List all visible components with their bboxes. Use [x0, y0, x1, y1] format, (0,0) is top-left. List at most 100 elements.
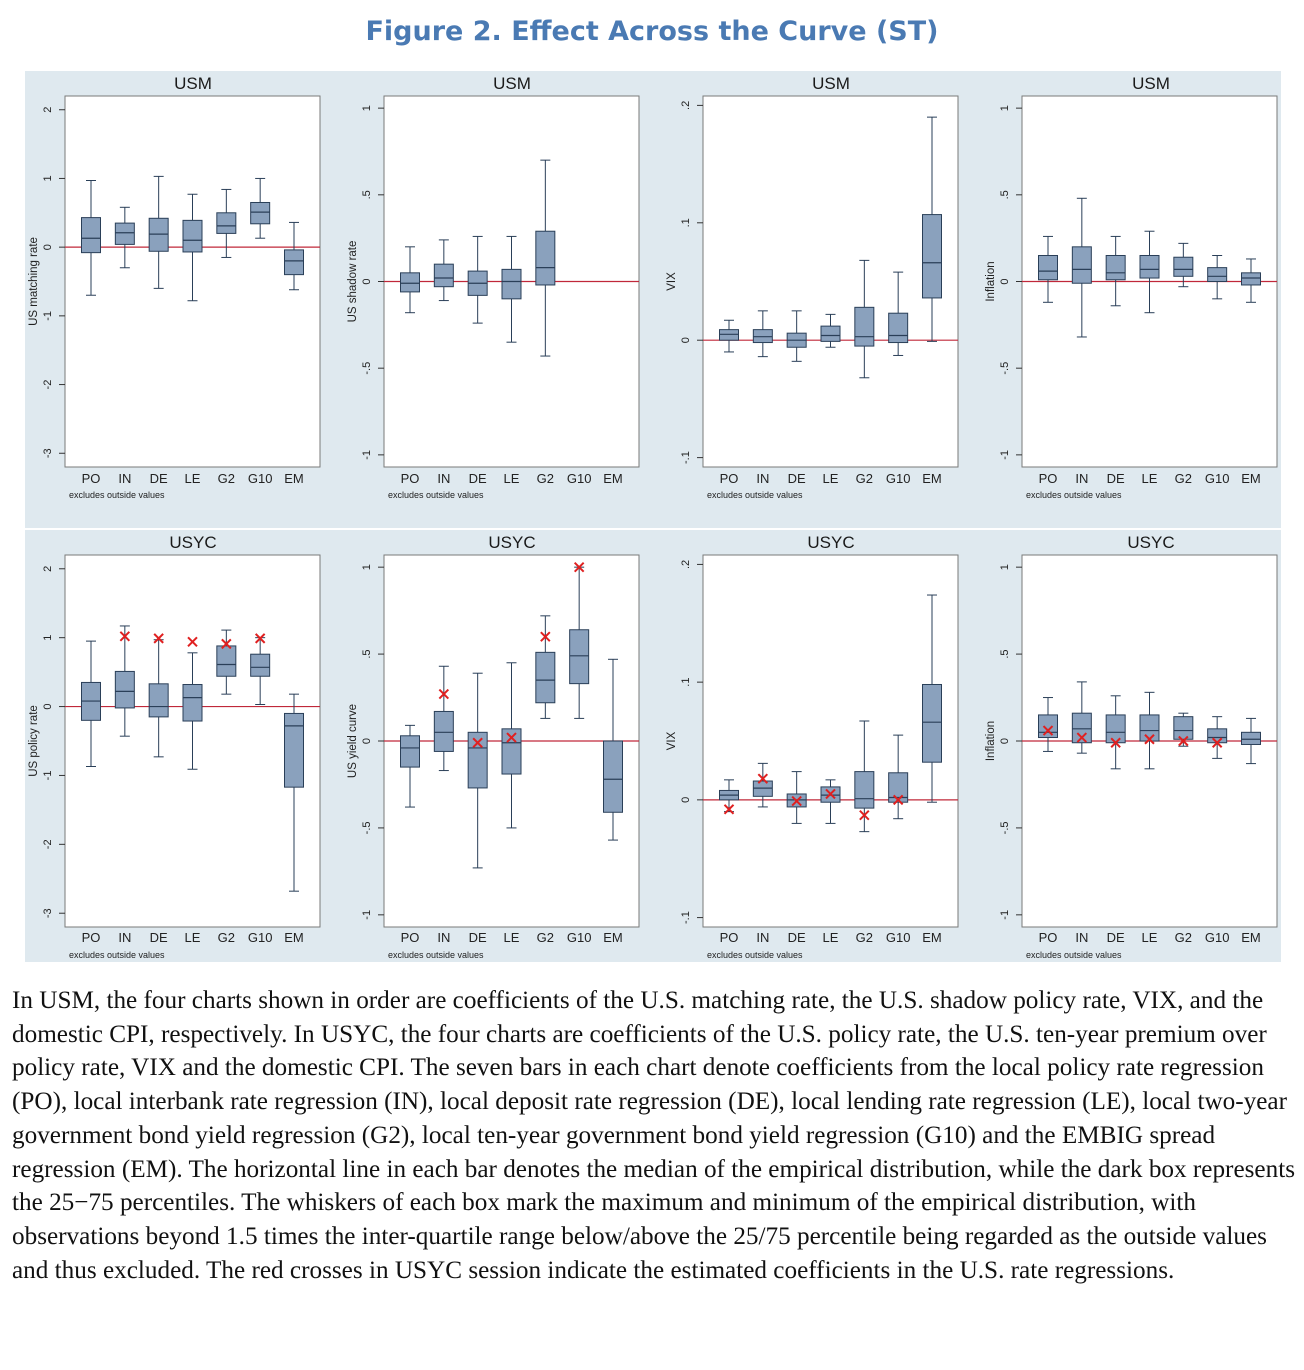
x-tick-label: DE: [1107, 471, 1125, 486]
x-tick-label: PO: [82, 471, 101, 486]
y-tick-label: -1: [361, 910, 373, 920]
chart-note: excludes outside values: [69, 950, 165, 960]
y-tick-label: -2: [42, 380, 54, 390]
y-tick-label: 1: [999, 564, 1011, 570]
x-tick-label: G2: [537, 930, 554, 945]
chart-note: excludes outside values: [707, 490, 803, 500]
box: [1241, 272, 1261, 286]
y-axis-label: Inflation: [985, 261, 997, 301]
x-tick-label: EM: [284, 930, 304, 945]
y-tick-label: 0: [680, 337, 692, 343]
y-tick-label: 0: [999, 738, 1011, 744]
estimate-marker: [119, 631, 131, 642]
x-tick-label: DE: [1107, 930, 1125, 945]
x-tick-label: PO: [82, 930, 101, 945]
chart-title: USM: [812, 74, 850, 93]
x-tick-label: LE: [1142, 471, 1158, 486]
box: [433, 263, 454, 288]
chart-title: USYC: [807, 533, 854, 552]
estimate-marker: [438, 688, 450, 700]
y-tick-label: .5: [999, 190, 1011, 199]
chart-title: USYC: [169, 533, 216, 552]
x-tick-label: G2: [218, 930, 235, 945]
estimate-cross-b: [438, 688, 450, 700]
x-tick-label: G2: [218, 471, 235, 486]
x-tick-label: LE: [504, 930, 520, 945]
chart-title: USYC: [488, 533, 535, 552]
x-tick-label: G10: [248, 930, 273, 945]
x-tick-label: DE: [469, 930, 487, 945]
x-tick-label: G10: [248, 471, 273, 486]
x-tick-label: G2: [856, 471, 873, 486]
box: [1105, 254, 1126, 281]
estimate-marker: [723, 804, 735, 815]
chart-4: USM -1 -.5 0 .5 1 Inflation PO IN DE LE G2 G10 EM excl…: [985, 74, 1278, 500]
chart-5: USYC -3 -2 -1 0 1 2 US policy rate PO IN DE LE G2 G10…: [28, 533, 321, 960]
x-tick-label: DE: [150, 930, 168, 945]
x-tick-label: G10: [886, 471, 911, 486]
box: [1173, 256, 1194, 277]
figure-canvas: USM -3 -2 -1 0 1 2 US matching rate PO IN DE LE G2 G1…: [25, 71, 1281, 962]
y-tick-label: .1: [680, 678, 692, 687]
estimate-cross-b: [1211, 737, 1223, 748]
x-tick-label: PO: [1039, 471, 1058, 486]
estimate-cross-b: [153, 633, 164, 644]
x-tick-label: IN: [756, 930, 769, 945]
estimate-marker: [757, 773, 769, 784]
y-tick-label: 0: [42, 244, 54, 250]
x-tick-label: EM: [284, 471, 304, 486]
figure-caption: In USM, the four charts shown in order a…: [12, 987, 1296, 1284]
x-tick-label: IN: [118, 471, 131, 486]
chart-title: USM: [174, 74, 212, 93]
chart-note: excludes outside values: [1026, 490, 1122, 500]
x-tick-label: G10: [886, 930, 911, 945]
box: [400, 735, 420, 768]
box: [569, 629, 590, 685]
y-axis-label: US yield curve: [347, 704, 359, 778]
y-tick-label: .2: [680, 560, 692, 569]
y-axis-label: VIX: [666, 731, 678, 750]
box: [433, 710, 454, 752]
plot-area: [702, 554, 959, 928]
x-tick-label: IN: [118, 930, 131, 945]
estimate-cross-b: [825, 788, 836, 800]
y-axis-label: Inflation: [985, 721, 997, 761]
y-tick-label: 0: [361, 738, 373, 744]
box: [1105, 714, 1126, 744]
chart-note: excludes outside values: [388, 490, 484, 500]
y-tick-label: 1: [42, 635, 54, 641]
y-tick-label: .5: [361, 649, 373, 658]
x-tick-label: PO: [401, 471, 420, 486]
box: [1173, 716, 1194, 740]
y-tick-label: -1: [361, 450, 373, 460]
estimate-marker: [825, 788, 836, 800]
y-tick-label: 2: [42, 566, 54, 572]
estimate-marker: [791, 795, 802, 807]
box: [1207, 267, 1228, 282]
x-tick-label: EM: [603, 471, 623, 486]
chart-title: USM: [1132, 74, 1170, 93]
box: [182, 219, 203, 253]
box: [922, 214, 942, 299]
x-tick-label: EM: [603, 930, 623, 945]
box: [400, 272, 420, 293]
estimate-marker: [221, 638, 232, 650]
y-tick-label: -.5: [361, 362, 373, 375]
y-tick-label: -2: [42, 839, 54, 849]
estimate-cross-b: [254, 633, 266, 644]
box: [820, 325, 841, 342]
y-tick-label: 0: [361, 278, 373, 284]
estimate-marker: [187, 636, 198, 648]
chart-7: USYC -.1 0 .1 .2 VIX PO IN DE LE G2 G10 EM excludes o…: [666, 533, 959, 960]
y-tick-label: -1: [999, 910, 1011, 920]
x-tick-label: PO: [1039, 930, 1058, 945]
estimate-cross-b: [1144, 734, 1155, 745]
estimate-marker: [1076, 732, 1088, 743]
y-tick-label: 0: [42, 703, 54, 709]
x-tick-label: DE: [469, 471, 487, 486]
chart-3: USM -.1 0 .1 .2 VIX PO IN DE LE G2 G10 EM excludes ou…: [666, 74, 959, 500]
box: [216, 645, 237, 677]
y-tick-label: 0: [999, 278, 1011, 284]
estimate-cross-b: [187, 636, 198, 648]
y-tick-label: .2: [680, 101, 692, 110]
